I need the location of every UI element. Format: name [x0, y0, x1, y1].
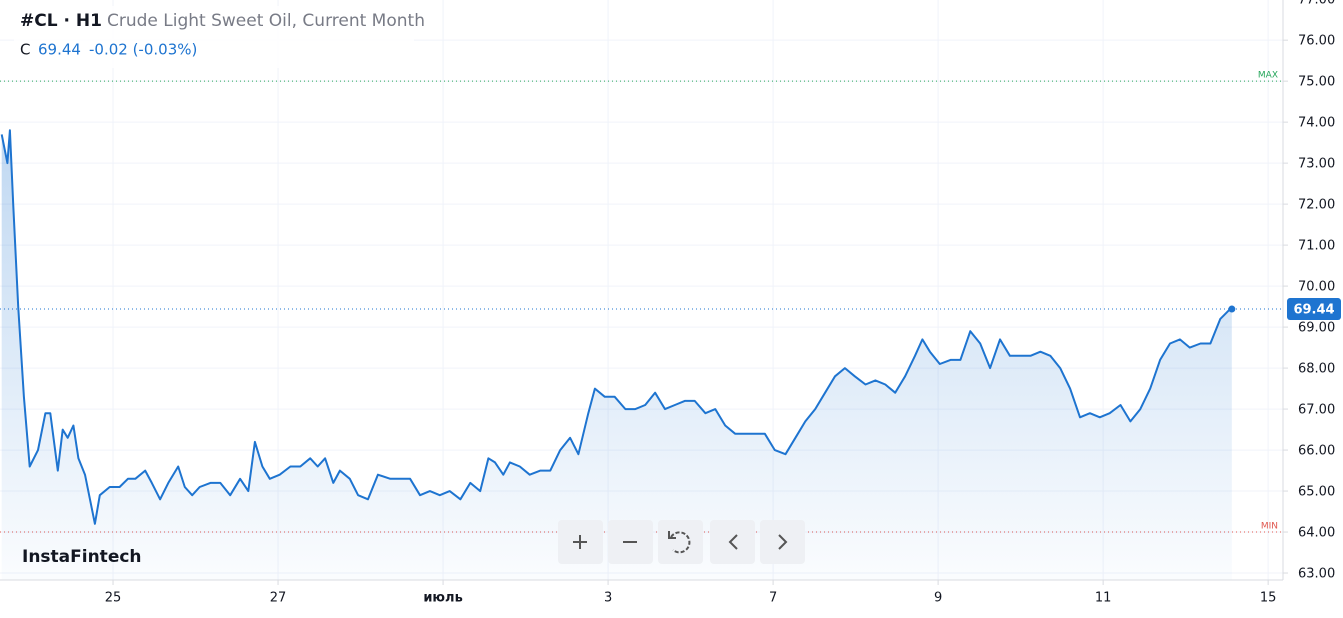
x-tick-label: 27 [270, 591, 287, 606]
scroll-right-button[interactable] [760, 520, 805, 564]
description: Crude Light Sweet Oil, Current Month [107, 11, 425, 31]
y-tick-label: 75.00 [1298, 75, 1335, 90]
y-tick-label: 71.00 [1298, 239, 1335, 254]
scroll-left-button[interactable] [710, 520, 755, 564]
price-tag-label: 69.44 [1293, 303, 1334, 318]
reference-label: MAX [1258, 71, 1278, 81]
legend-bg [14, 6, 414, 68]
x-tick-label: 25 [105, 591, 122, 606]
y-tick-label: 64.00 [1298, 526, 1335, 541]
close-prefix: C [20, 41, 30, 59]
plot [0, 129, 1283, 581]
y-tick-label: 63.00 [1298, 567, 1335, 582]
x-tick-label: июль [423, 591, 463, 606]
y-tick-label: 77.00 [1298, 0, 1335, 8]
y-tick-label: 66.00 [1298, 444, 1335, 459]
y-tick-label: 67.00 [1298, 403, 1335, 418]
last-point [1228, 305, 1236, 313]
x-tick-label: 3 [604, 591, 612, 606]
price-tag [1287, 298, 1341, 321]
y-tick-label: 70.00 [1298, 280, 1335, 295]
y-tick-label: 73.00 [1298, 157, 1335, 172]
overlay: 63.00 64.00 65.00 66.00 67.00 68.00 69.00 70.00… [105, 0, 1341, 606]
x-tick-label: 9 [934, 591, 942, 606]
y-tick-label: 69.00 [1298, 321, 1335, 336]
zoom-in-button[interactable] [558, 520, 603, 564]
x-tick-label: 7 [769, 591, 777, 606]
x-tick-label: 15 [1260, 591, 1277, 606]
reference-label: MIN [1261, 522, 1278, 532]
y-tick-label: 65.00 [1298, 485, 1335, 500]
zoom-controls [558, 520, 805, 564]
close-value: 69.44 [38, 41, 81, 59]
y-tick-label: 74.00 [1298, 116, 1335, 131]
line [0, 129, 1233, 525]
change: -0.02 (-0.03%) [89, 41, 197, 59]
symbol: #CL · H1 [20, 11, 102, 31]
reset-button[interactable] [658, 520, 703, 564]
y-tick-label: 76.00 [1298, 34, 1335, 49]
area [1, 130, 1232, 581]
zoom-out-button[interactable] [608, 520, 653, 564]
y-tick-label: 68.00 [1298, 362, 1335, 377]
x-tick-label: 11 [1095, 591, 1112, 606]
watermark: InstaFintech [22, 547, 142, 567]
y-tick-label: 72.00 [1298, 198, 1335, 213]
